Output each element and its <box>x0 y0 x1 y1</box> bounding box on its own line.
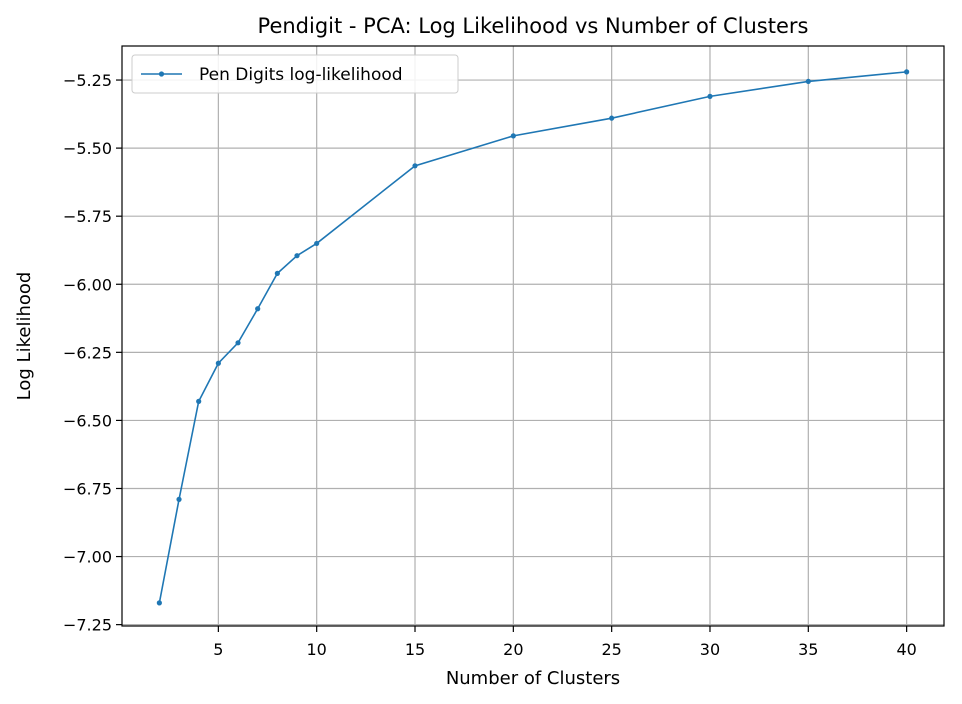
data-point <box>255 306 261 312</box>
y-tick-label: −7.25 <box>63 616 112 635</box>
data-point <box>707 93 713 99</box>
y-tick-label: −5.50 <box>63 139 112 158</box>
y-axis-ticks: −5.25 −5.50 −5.75 −6.00 −6.25 −6.50 −6.75 −7.00… <box>63 71 122 635</box>
data-point <box>609 115 615 121</box>
data-point <box>196 398 202 404</box>
x-tick-label: 10 <box>307 640 327 659</box>
data-point <box>294 253 300 259</box>
data-point <box>176 496 182 502</box>
y-tick-label: −6.00 <box>63 275 112 294</box>
legend-marker <box>158 71 165 77</box>
x-tick-label: 25 <box>601 640 621 659</box>
data-point <box>235 340 241 346</box>
data-point <box>904 69 910 75</box>
plot-frame <box>121 45 945 627</box>
data-point <box>274 270 280 276</box>
x-tick-label: 15 <box>405 640 425 659</box>
data-point <box>412 163 418 169</box>
x-tick-label: 35 <box>798 640 818 659</box>
data-point <box>314 240 320 247</box>
x-tick-label: 40 <box>896 640 916 659</box>
x-axis-ticks: 5 10 15 20 25 30 35 40 <box>213 626 917 659</box>
legend: Pen Digits log-likelihood <box>131 54 459 94</box>
x-tick-label: 20 <box>503 640 523 659</box>
x-tick-label: 5 <box>213 640 223 659</box>
data-point <box>805 78 811 84</box>
legend-box <box>131 54 459 94</box>
legend-label: Pen Digits log-likelihood <box>199 65 403 85</box>
chart-title: Pendigit - PCA: Log Likelihood vs Number… <box>258 14 809 38</box>
series-layer <box>156 69 910 606</box>
data-point <box>215 360 221 366</box>
x-tick-label: 30 <box>700 640 720 659</box>
data-point <box>510 133 516 139</box>
data-point <box>156 600 162 606</box>
x-axis-title: Number of Clusters <box>446 668 620 689</box>
y-tick-label: −6.25 <box>63 343 112 362</box>
y-axis-title: Log Likelihood <box>14 272 35 401</box>
y-tick-label: −6.50 <box>63 411 112 430</box>
y-tick-label: −7.00 <box>63 548 112 567</box>
y-tick-label: −6.75 <box>63 479 112 498</box>
y-tick-label: −5.75 <box>63 207 112 226</box>
y-tick-label: −5.25 <box>63 71 112 90</box>
